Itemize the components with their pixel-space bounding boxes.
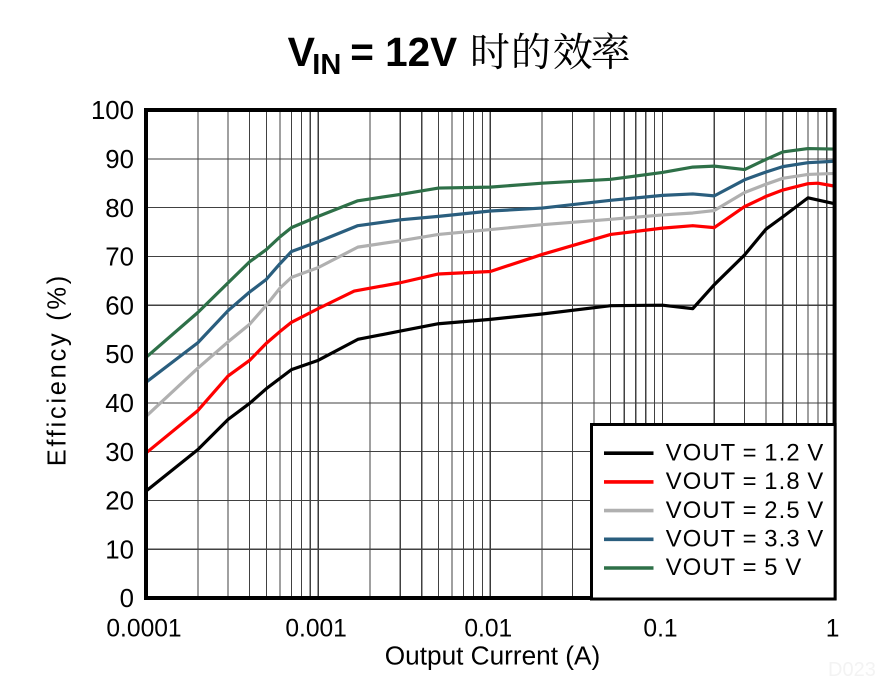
svg-text:VOUT = 2.5 V: VOUT = 2.5 V [666, 497, 825, 524]
svg-text:1: 1 [826, 616, 840, 643]
svg-text:70: 70 [105, 244, 134, 272]
svg-text:100: 100 [91, 97, 134, 125]
svg-text:VOUT = 1.8 V: VOUT = 1.8 V [666, 468, 825, 495]
svg-text:0.001: 0.001 [285, 616, 347, 643]
svg-text:20: 20 [105, 488, 134, 516]
svg-text:VOUT = 1.2 V: VOUT = 1.2 V [666, 439, 825, 466]
svg-text:40: 40 [105, 390, 134, 418]
svg-text:0.0001: 0.0001 [106, 616, 181, 643]
svg-text:50: 50 [105, 341, 134, 369]
svg-text:VOUT = 5 V: VOUT = 5 V [666, 554, 803, 581]
svg-text:Efficiency (%): Efficiency (%) [43, 273, 71, 466]
svg-text:D023: D023 [828, 659, 876, 681]
svg-text:VOUT = 3.3 V: VOUT = 3.3 V [666, 526, 825, 553]
svg-text:0: 0 [120, 585, 134, 613]
svg-text:Output Current (A): Output Current (A) [385, 641, 600, 671]
svg-text:0.01: 0.01 [464, 616, 512, 643]
svg-text:0.1: 0.1 [643, 616, 677, 643]
svg-text:60: 60 [105, 292, 134, 320]
svg-text:90: 90 [105, 146, 134, 174]
svg-text:30: 30 [105, 439, 134, 467]
svg-text:10: 10 [105, 536, 134, 564]
svg-text:80: 80 [105, 195, 134, 223]
svg-text:IN: IN [312, 49, 341, 81]
svg-text:= 12V: = 12V [350, 29, 457, 75]
svg-text:V: V [288, 29, 316, 75]
